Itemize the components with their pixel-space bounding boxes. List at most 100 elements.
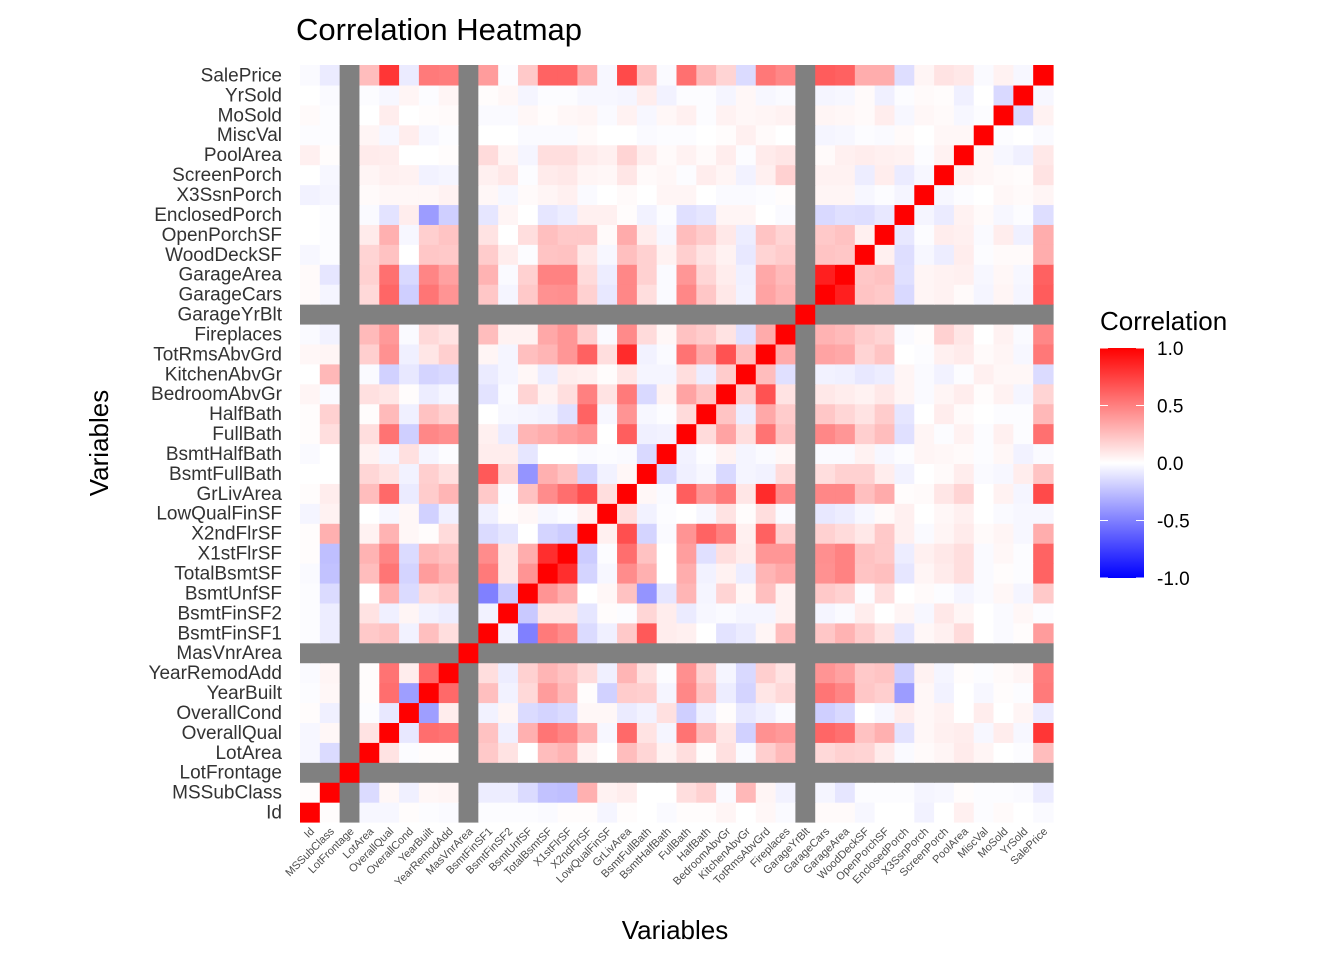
heatmap-cell [577,244,598,265]
heatmap-cell [656,742,678,763]
heatmap-cell [656,443,678,465]
heatmap-cell [934,582,955,604]
heatmap-cell [517,65,539,86]
heatmap-cell [854,543,876,564]
heatmap-cell [973,802,995,823]
heatmap-cell [379,244,400,265]
heatmap-cell [636,582,658,604]
heatmap-cell [815,423,836,445]
heatmap-cell [418,782,440,803]
heatmap-cell [894,702,915,723]
heatmap-cell [498,284,519,305]
heatmap-cell [874,104,896,126]
heatmap-cell [1033,423,1054,445]
heatmap-cell [438,343,460,365]
heatmap-cell [1013,722,1034,743]
heatmap-cell [755,204,777,225]
heatmap-cell [835,224,856,245]
heatmap-cell [735,264,757,285]
heatmap-cell [478,642,499,664]
heatmap-cell [517,463,539,484]
heatmap-cell [339,762,361,783]
y-tick-label: FullBath [212,424,282,445]
heatmap-cell [617,802,638,823]
heatmap-cell [1013,662,1034,684]
heatmap-cell [993,602,1014,624]
heatmap-cell [517,244,539,265]
heatmap-cell [597,304,618,325]
heatmap-cell [359,144,380,166]
heatmap-cell [656,622,678,644]
heatmap-cell [835,563,856,584]
heatmap-cell [894,423,915,445]
heatmap-cell [319,702,341,723]
heatmap-cell [359,642,380,664]
heatmap-cell [973,782,995,803]
heatmap-cell [537,343,559,365]
heatmap-cell [795,403,816,425]
heatmap-cell [300,582,321,604]
heatmap-cell [735,443,757,465]
heatmap-cell [517,343,539,365]
heatmap-cell [953,363,975,385]
heatmap-cell [517,304,539,325]
heatmap-cell [735,363,757,385]
heatmap-cell [438,104,460,126]
heatmap-cell [835,782,856,803]
heatmap-cell [478,582,499,604]
heatmap-cell [458,622,479,644]
y-tick-label: BedroomAbvGr [151,384,283,405]
heatmap-cell [517,423,539,445]
heatmap-cell [815,642,836,664]
heatmap-cell [696,622,717,644]
heatmap-cell [458,802,479,823]
heatmap-cell [577,662,598,684]
heatmap-cell [617,224,638,245]
heatmap-cell [914,224,935,245]
heatmap-cell [696,662,717,684]
heatmap-cell [795,503,816,524]
heatmap-cell [835,244,856,265]
y-tick-label: SalePrice [201,65,282,86]
heatmap-cell [795,104,816,126]
heatmap-cell [973,662,995,684]
heatmap-cell [874,164,896,186]
heatmap-cell [1013,164,1034,186]
heatmap-cell [379,423,400,445]
heatmap-cell [735,204,757,225]
heatmap-cell [973,84,995,106]
heatmap-cell [1033,642,1054,664]
heatmap-cell [973,702,995,723]
heatmap-cell [716,304,737,325]
heatmap-cell [795,483,816,504]
heatmap-cell [300,503,321,524]
heatmap-cell [557,244,579,265]
heatmap-cell [537,582,559,604]
heatmap-cell [993,682,1014,704]
heatmap-cell [993,523,1014,544]
heatmap-cell [953,124,975,146]
heatmap-cell [458,323,479,345]
heatmap-cell [953,144,975,166]
heatmap-cell [300,642,321,664]
heatmap-cell [815,264,836,285]
heatmap-cell [795,463,816,484]
heatmap-cell [953,304,975,325]
heatmap-cell [835,682,856,704]
heatmap-cell [934,104,955,126]
heatmap-cell [359,65,380,86]
heatmap-cell [399,543,420,564]
heatmap-cell [438,403,460,425]
heatmap-cell [973,443,995,465]
heatmap-cell [498,204,519,225]
heatmap-cell [438,164,460,186]
heatmap-cell [815,84,836,106]
heatmap-cell [953,343,975,365]
heatmap-cell [498,682,519,704]
heatmap-cell [656,124,678,146]
heatmap-cell [676,463,697,484]
heatmap-cell [319,164,341,186]
heatmap-cell [993,802,1014,823]
heatmap-cell [795,782,816,803]
heatmap-cell [735,802,757,823]
